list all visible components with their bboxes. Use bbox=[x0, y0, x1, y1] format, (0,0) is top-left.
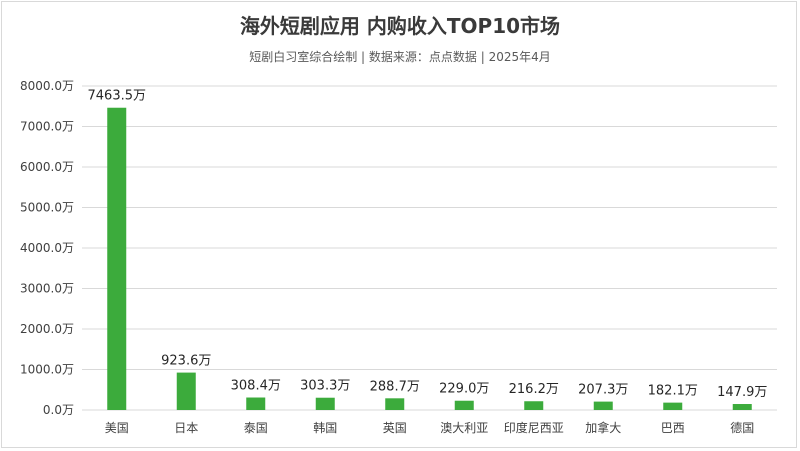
chart-subtitle: 短剧白习室综合绘制 | 数据来源：点点数据 | 2025年4月 bbox=[249, 50, 551, 64]
y-tick-label: 6000.0万 bbox=[20, 160, 74, 174]
data-label: 7463.5万 bbox=[88, 89, 147, 104]
y-tick-label: 2000.0万 bbox=[20, 322, 74, 336]
bar bbox=[663, 402, 683, 410]
bar bbox=[315, 397, 335, 410]
y-tick-label: 5000.0万 bbox=[20, 201, 74, 215]
data-label: 923.6万 bbox=[161, 354, 211, 369]
bar bbox=[524, 401, 544, 410]
x-tick-label: 美国 bbox=[105, 421, 129, 435]
bar bbox=[454, 400, 474, 410]
data-label: 147.9万 bbox=[717, 385, 767, 400]
bar bbox=[246, 397, 266, 410]
y-tick-label: 3000.0万 bbox=[20, 282, 74, 296]
bar bbox=[107, 107, 127, 411]
data-label: 216.2万 bbox=[509, 382, 559, 397]
x-tick-label: 韩国 bbox=[313, 420, 337, 435]
chart-title: 海外短剧应用 内购收入TOP10市场 bbox=[239, 14, 561, 38]
bar bbox=[385, 398, 405, 410]
y-tick-label: 0.0万 bbox=[43, 403, 74, 417]
bar bbox=[176, 372, 196, 410]
bar bbox=[732, 404, 752, 410]
x-axis-ticks: 美国 日本 泰国 韩国 英国 澳大利亚 印度尼西亚 加拿大 巴西 德国 bbox=[105, 420, 755, 435]
data-label: 288.7万 bbox=[370, 379, 420, 394]
gridlines bbox=[82, 85, 777, 411]
data-label: 182.1万 bbox=[648, 384, 698, 399]
bars bbox=[107, 107, 752, 411]
y-tick-label: 1000.0万 bbox=[20, 363, 74, 377]
data-label: 229.0万 bbox=[439, 382, 489, 397]
x-tick-label: 加拿大 bbox=[585, 420, 621, 435]
x-tick-label: 泰国 bbox=[244, 421, 268, 435]
bar bbox=[593, 401, 613, 410]
data-label: 207.3万 bbox=[578, 383, 628, 398]
x-tick-label: 德国 bbox=[730, 420, 754, 435]
x-tick-label: 英国 bbox=[383, 421, 407, 435]
x-tick-label: 印度尼西亚 bbox=[504, 420, 564, 435]
y-tick-label: 7000.0万 bbox=[20, 120, 74, 134]
y-axis-ticks: 0.0万 1000.0万 2000.0万 3000.0万 4000.0万 5000.0万 6… bbox=[20, 79, 74, 417]
y-tick-label: 8000.0万 bbox=[20, 79, 74, 93]
x-tick-label: 澳大利亚 bbox=[440, 421, 488, 435]
data-labels: 7463.5万 923.6万 308.4万 303.3万 288.7万 229.0万 216… bbox=[88, 89, 768, 400]
data-label: 308.4万 bbox=[231, 379, 281, 394]
data-label: 303.3万 bbox=[300, 379, 350, 394]
x-tick-label: 巴西 bbox=[661, 421, 685, 435]
y-tick-label: 4000.0万 bbox=[20, 241, 74, 255]
x-tick-label: 日本 bbox=[174, 421, 198, 435]
